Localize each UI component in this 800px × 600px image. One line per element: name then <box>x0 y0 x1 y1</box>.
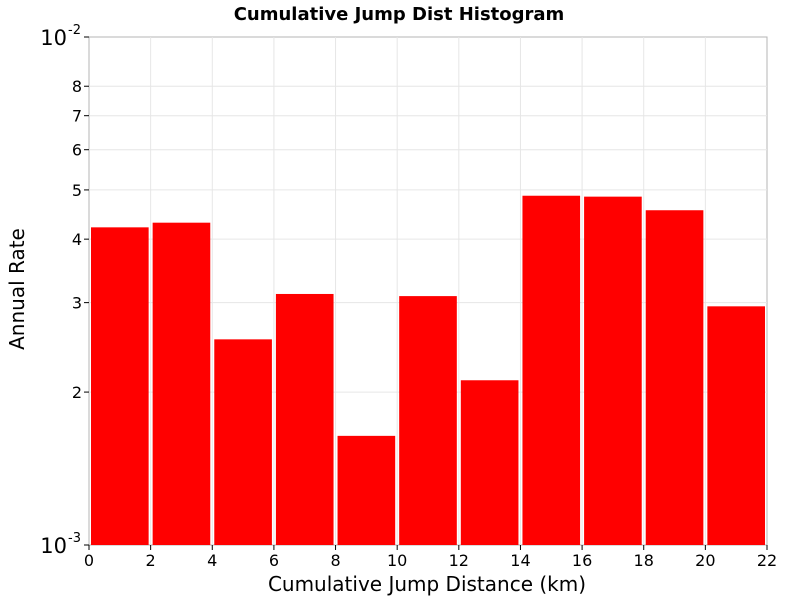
y-major-tick-base: 10 <box>40 534 67 558</box>
histogram-bar <box>645 210 704 546</box>
y-tick-label: 8 <box>72 77 82 96</box>
histogram-bar <box>275 293 334 545</box>
histogram-bars <box>91 195 765 546</box>
y-tick-label: 6 <box>72 141 82 160</box>
y-major-tick-exponent: -3 <box>68 531 81 546</box>
x-tick-label: 0 <box>84 551 94 570</box>
axis-ticks <box>84 36 768 550</box>
histogram-bar <box>707 306 765 545</box>
histogram-bar <box>399 296 457 545</box>
y-major-tick-exponent: -2 <box>68 23 81 38</box>
histogram-bar <box>152 222 211 545</box>
chart-title: Cumulative Jump Dist Histogram <box>234 4 565 25</box>
y-major-tick-base: 10 <box>40 26 67 50</box>
y-tick-label: 3 <box>72 294 82 313</box>
histogram-bar <box>522 195 581 545</box>
x-axis-label: Cumulative Jump Distance (km) <box>268 572 586 596</box>
x-axis-tick-labels: 0 2 4 6 8 10 12 14 16 18 20 22 <box>84 551 777 570</box>
x-tick-label: 8 <box>330 551 340 570</box>
y-tick-label: 5 <box>72 181 82 200</box>
y-tick-label: 4 <box>72 230 82 249</box>
y-tick-label: 2 <box>72 383 82 402</box>
x-tick-label: 12 <box>449 551 469 570</box>
x-tick-label: 22 <box>757 551 777 570</box>
x-tick-label: 2 <box>146 551 156 570</box>
histogram-bar <box>460 380 519 545</box>
x-tick-label: 6 <box>269 551 279 570</box>
x-tick-label: 20 <box>695 551 715 570</box>
x-tick-label: 14 <box>510 551 530 570</box>
x-tick-label: 16 <box>572 551 592 570</box>
histogram-bar <box>337 435 396 545</box>
histogram-bar <box>214 339 272 545</box>
x-tick-label: 10 <box>387 551 407 570</box>
x-tick-label: 18 <box>634 551 654 570</box>
histogram-bar <box>584 196 642 546</box>
y-tick-label: 7 <box>72 107 82 126</box>
y-axis-label: Annual Rate <box>5 228 29 350</box>
histogram-bar <box>91 227 149 545</box>
x-tick-label: 4 <box>207 551 217 570</box>
